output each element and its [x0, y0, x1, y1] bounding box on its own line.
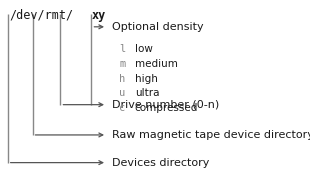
Text: medium: medium [135, 59, 178, 69]
Text: ultra: ultra [135, 88, 159, 98]
Text: xy: xy [92, 9, 106, 22]
Text: high: high [135, 74, 158, 84]
Text: c: c [119, 103, 126, 113]
Text: l: l [119, 44, 126, 54]
Text: m: m [119, 59, 126, 69]
Text: Drive number (0-n): Drive number (0-n) [112, 100, 219, 110]
Text: Devices directory: Devices directory [112, 158, 209, 168]
Text: low: low [135, 44, 153, 54]
Text: u: u [119, 88, 126, 98]
Text: compressed: compressed [135, 103, 198, 113]
Text: Raw magnetic tape device directory: Raw magnetic tape device directory [112, 130, 310, 140]
Text: Optional density: Optional density [112, 22, 203, 32]
Text: /dev/rmt/: /dev/rmt/ [9, 9, 73, 22]
Text: h: h [119, 74, 126, 84]
